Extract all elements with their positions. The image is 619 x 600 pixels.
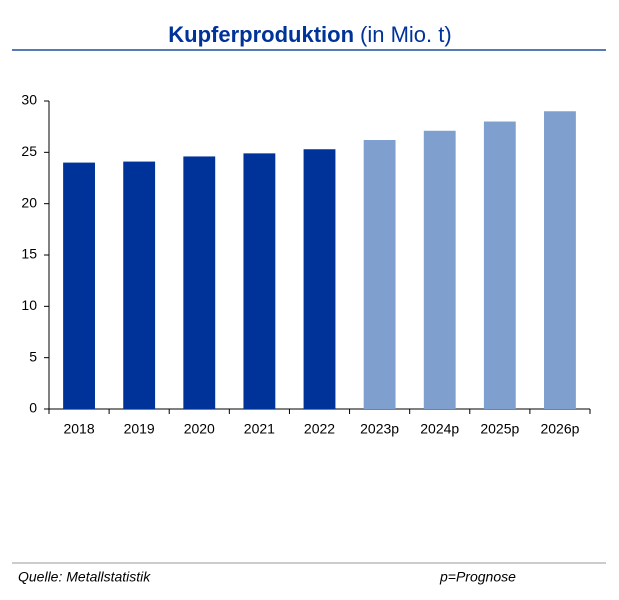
x-tick-label: 2022 <box>304 421 335 437</box>
x-tick-label: 2018 <box>63 421 94 437</box>
chart-title: Kupferproduktion (in Mio. t) <box>168 22 451 47</box>
bar <box>423 130 456 410</box>
bar <box>123 161 156 409</box>
note: p=Prognose <box>439 569 516 585</box>
bar <box>243 153 276 409</box>
x-tick-label: 2019 <box>124 421 155 437</box>
bar <box>363 140 396 409</box>
y-tick-label: 10 <box>21 297 37 313</box>
bar <box>63 162 95 409</box>
bar <box>544 111 576 410</box>
title-main: Kupferproduktion <box>168 22 354 47</box>
title-unit: (in Mio. t) <box>360 22 452 47</box>
bar <box>303 149 336 409</box>
x-tick-label: 2021 <box>244 421 275 437</box>
x-tick-label: 2024p <box>420 421 459 437</box>
y-tick-label: 0 <box>29 400 37 416</box>
x-tick-label: 2026p <box>540 421 579 437</box>
bar <box>483 121 516 410</box>
y-tick-label: 15 <box>21 246 37 262</box>
x-tick-label: 2023p <box>360 421 399 437</box>
x-tick-label: 2025p <box>480 421 519 437</box>
y-tick-label: 5 <box>29 348 37 364</box>
source: Quelle: Metallstatistik <box>18 569 151 585</box>
y-tick-label: 25 <box>21 143 37 159</box>
y-tick-label: 30 <box>21 92 37 108</box>
x-tick-label: 2020 <box>184 421 215 437</box>
y-tick-label: 20 <box>21 194 37 210</box>
bar <box>183 156 216 409</box>
